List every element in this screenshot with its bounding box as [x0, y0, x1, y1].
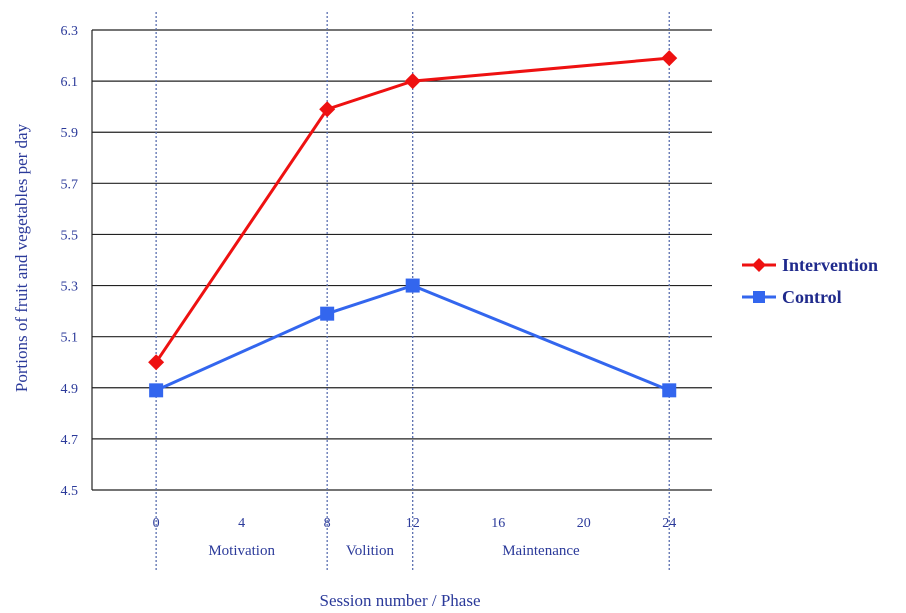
y-tick-label: 5.1	[61, 331, 79, 346]
x-tick-label: 24	[662, 516, 676, 531]
data-point-intervention	[404, 73, 421, 90]
data-point-control	[320, 306, 335, 321]
y-axis-title: Portions of fruit and vegetables per day	[12, 123, 31, 392]
gridlines	[92, 29, 712, 491]
x-tick-label: 0	[153, 516, 160, 531]
x-axis-title: Session number / Phase	[319, 591, 480, 610]
data-point-intervention	[661, 50, 678, 67]
labels: Portions of fruit and vegetables per day…	[12, 123, 481, 610]
data-point-control	[662, 383, 677, 398]
data-point-control	[149, 383, 164, 398]
legend-marker-intervention	[752, 258, 766, 272]
axes: 4.5 4.7 4.9 5.1 5.3 5.5 5.7 5.9 6.1 6.3 0 4 8 12 16 20 2…	[61, 24, 677, 559]
legend: Intervention Control	[742, 255, 878, 307]
legend-marker-control	[753, 291, 765, 303]
series-line-intervention	[154, 56, 670, 364]
x-tick-label: 16	[491, 516, 505, 531]
legend-label-control: Control	[782, 287, 842, 307]
legend-label-intervention: Intervention	[782, 255, 878, 275]
data-point-intervention	[148, 354, 165, 371]
phase-label: Motivation	[208, 543, 275, 559]
y-tick-label: 5.3	[61, 280, 79, 295]
x-tick-label: 8	[324, 516, 331, 531]
y-tick-label: 6.3	[61, 24, 79, 39]
x-tick-label: 12	[406, 516, 420, 531]
y-tick-label: 5.5	[61, 228, 79, 243]
data-point-control	[405, 278, 420, 293]
x-tick-label: 4	[238, 516, 245, 531]
y-tick-label: 4.9	[61, 382, 79, 397]
series-layer	[148, 50, 678, 398]
data-point-intervention	[319, 101, 336, 118]
phase-label: Maintenance	[502, 543, 580, 559]
x-tick-label: 20	[577, 516, 591, 531]
y-tick-label: 4.7	[61, 433, 79, 448]
y-tick-label: 6.1	[61, 75, 79, 90]
phase-label: Volition	[346, 543, 395, 559]
y-tick-label: 5.9	[61, 126, 79, 141]
y-tick-label: 4.5	[61, 484, 79, 499]
y-tick-label: 5.7	[61, 177, 79, 192]
series-line-control	[155, 283, 670, 392]
